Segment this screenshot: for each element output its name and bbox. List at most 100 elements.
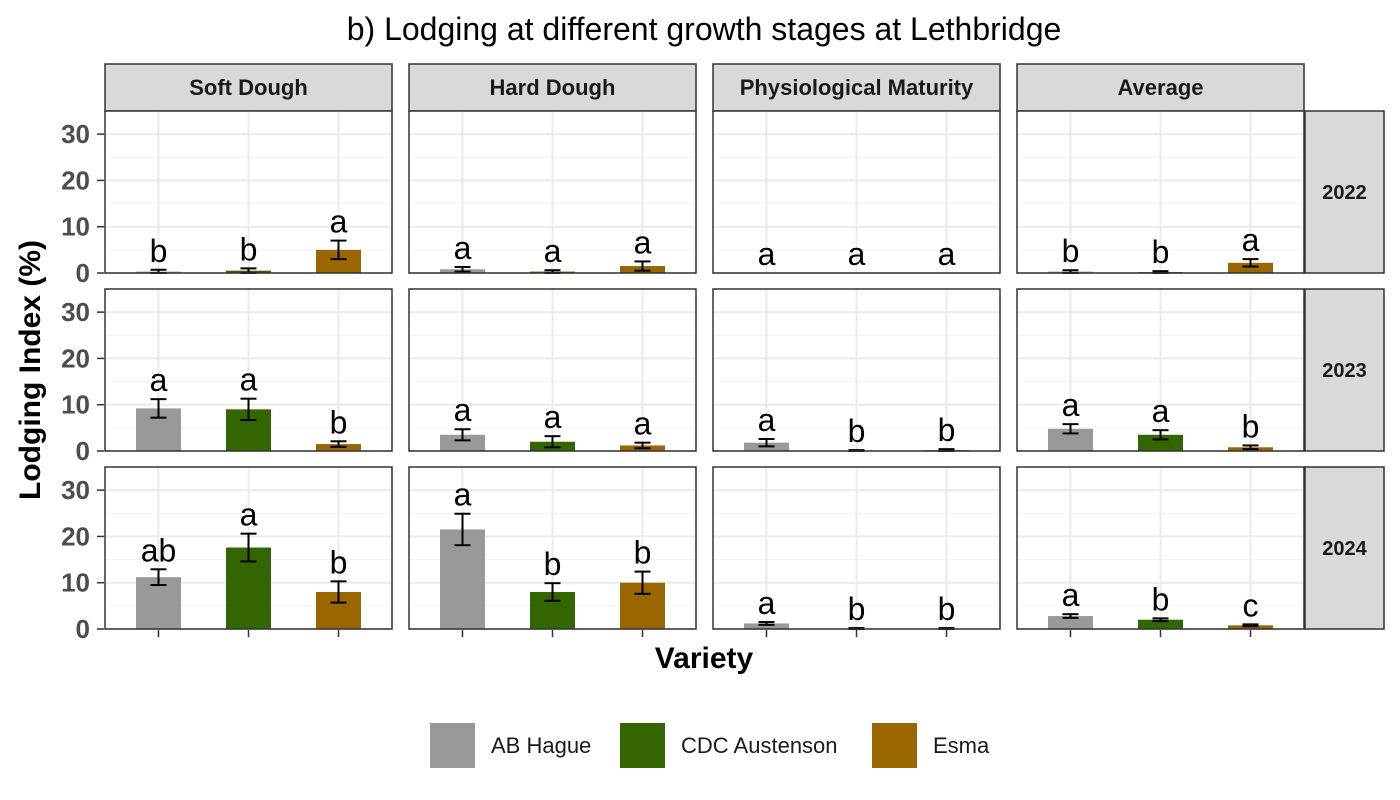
- significance-letter-ab-hague: a: [1062, 577, 1080, 613]
- significance-letter-esma: b: [1242, 408, 1260, 444]
- significance-letter-cdc-austenson: a: [544, 399, 562, 435]
- bar-esma: [316, 249, 361, 273]
- x-axis-title: Variety: [655, 642, 754, 675]
- panel-border: [1016, 288, 1305, 452]
- y-tick-label: 0: [76, 258, 90, 288]
- panel-border: [104, 288, 393, 452]
- strip-2023: [1304, 288, 1385, 452]
- y-tick-label: 30: [61, 475, 90, 505]
- y-tick-label: 30: [61, 119, 90, 149]
- strip-2024: [1304, 466, 1385, 630]
- y-tick-label: 10: [61, 212, 90, 242]
- significance-letter-cdc-austenson: a: [240, 362, 258, 398]
- strip-hard-dough: [408, 63, 697, 112]
- significance-letter-ab-hague: a: [454, 230, 472, 266]
- significance-letter-esma: a: [634, 224, 652, 260]
- panel-2024-average: a b c: [1016, 466, 1305, 630]
- strip-label-physiological-maturity: Physiological Maturity: [740, 75, 974, 100]
- significance-letter-ab-hague: a: [454, 392, 472, 428]
- significance-letter-esma: a: [1242, 222, 1260, 258]
- significance-letter-cdc-austenson: b: [848, 413, 866, 449]
- panel-border: [104, 466, 393, 630]
- bar-ab-hague: [440, 434, 485, 451]
- significance-letter-esma: a: [634, 406, 652, 442]
- significance-letter-cdc-austenson: a: [240, 497, 258, 533]
- significance-letter-ab-hague: a: [758, 402, 776, 438]
- legend-label-ab-hague: AB Hague: [491, 733, 591, 758]
- y-tick-label: 10: [61, 390, 90, 420]
- significance-letter-cdc-austenson: b: [240, 231, 258, 267]
- panel-border: [712, 110, 1001, 274]
- panel-border: [712, 466, 1001, 630]
- significance-letter-cdc-austenson: a: [1152, 393, 1170, 429]
- bar-ab-hague: [1048, 616, 1093, 629]
- panel-border: [104, 110, 393, 274]
- panel-border: [408, 466, 697, 630]
- panel-2023-soft-dough: a a b: [104, 288, 393, 452]
- significance-letter-ab-hague: b: [1062, 233, 1080, 269]
- significance-letter-ab-hague: ab: [141, 532, 177, 568]
- y-tick-label: 20: [61, 165, 90, 195]
- strip-physiological-maturity: [712, 63, 1001, 112]
- strip-label-2023: 2023: [1322, 360, 1367, 382]
- legend-label-cdc-austenson: CDC Austenson: [681, 733, 838, 758]
- legend: AB Hague CDC Austenson Esma: [430, 723, 990, 768]
- strip-label-soft-dough: Soft Dough: [189, 75, 308, 100]
- significance-letter-cdc-austenson: b: [1152, 581, 1170, 617]
- significance-letter-cdc-austenson: b: [544, 546, 562, 582]
- facet-panels: Soft Dough Hard Dough Physiological Maturi…: [61, 63, 1385, 644]
- significance-letter-cdc-austenson: a: [848, 236, 866, 272]
- bar-ab-hague: [744, 623, 789, 629]
- significance-letter-cdc-austenson: a: [544, 233, 562, 269]
- panel-border: [408, 110, 697, 274]
- strip-label-average: Average: [1117, 75, 1203, 100]
- panel-border: [408, 288, 697, 452]
- legend-key-ab-hague: [430, 723, 475, 768]
- legend-key-cdc-austenson: [620, 723, 665, 768]
- strip-average: [1016, 63, 1305, 112]
- significance-letter-esma: b: [938, 591, 956, 627]
- significance-letter-esma: b: [330, 404, 348, 440]
- y-tick-label: 0: [76, 614, 90, 644]
- strip-label-hard-dough: Hard Dough: [490, 75, 616, 100]
- significance-letter-esma: a: [938, 236, 956, 272]
- y-tick-label: 10: [61, 568, 90, 598]
- panel-2022-soft-dough: b ba: [104, 110, 393, 274]
- significance-letter-cdc-austenson: b: [848, 591, 866, 627]
- significance-letter-ab-hague: a: [758, 585, 776, 621]
- y-tick-label: 30: [61, 297, 90, 327]
- significance-letter-ab-hague: a: [454, 477, 472, 513]
- legend-label-esma: Esma: [933, 733, 990, 758]
- panel-2024-hard-dough: a b b: [408, 466, 697, 630]
- panel-border: [1016, 466, 1305, 630]
- y-tick-label: 20: [61, 343, 90, 373]
- legend-key-esma: [872, 723, 917, 768]
- y-axis-title: Lodging Index (%): [14, 240, 47, 500]
- significance-letter-esma: b: [634, 535, 652, 571]
- strip-soft-dough: [104, 63, 393, 112]
- strip-label-2022: 2022: [1322, 182, 1367, 204]
- significance-letter-esma: b: [330, 544, 348, 580]
- chart-title: b) Lodging at different growth stages at…: [347, 11, 1062, 47]
- significance-letter-ab-hague: a: [758, 236, 776, 272]
- strip-label-2024: 2024: [1322, 538, 1367, 560]
- y-tick-label: 20: [61, 521, 90, 551]
- significance-letter-esma: c: [1243, 587, 1259, 623]
- strip-2022: [1304, 110, 1385, 274]
- significance-letter-ab-hague: a: [150, 362, 168, 398]
- bar-cdc-austenson: [1138, 619, 1183, 629]
- bar-ab-hague: [1048, 428, 1093, 451]
- y-tick-label: 0: [76, 436, 90, 466]
- bar-cdc-austenson: [1138, 434, 1183, 451]
- panel-border: [712, 288, 1001, 452]
- significance-letter-esma: a: [330, 204, 348, 240]
- significance-letter-ab-hague: b: [150, 233, 168, 269]
